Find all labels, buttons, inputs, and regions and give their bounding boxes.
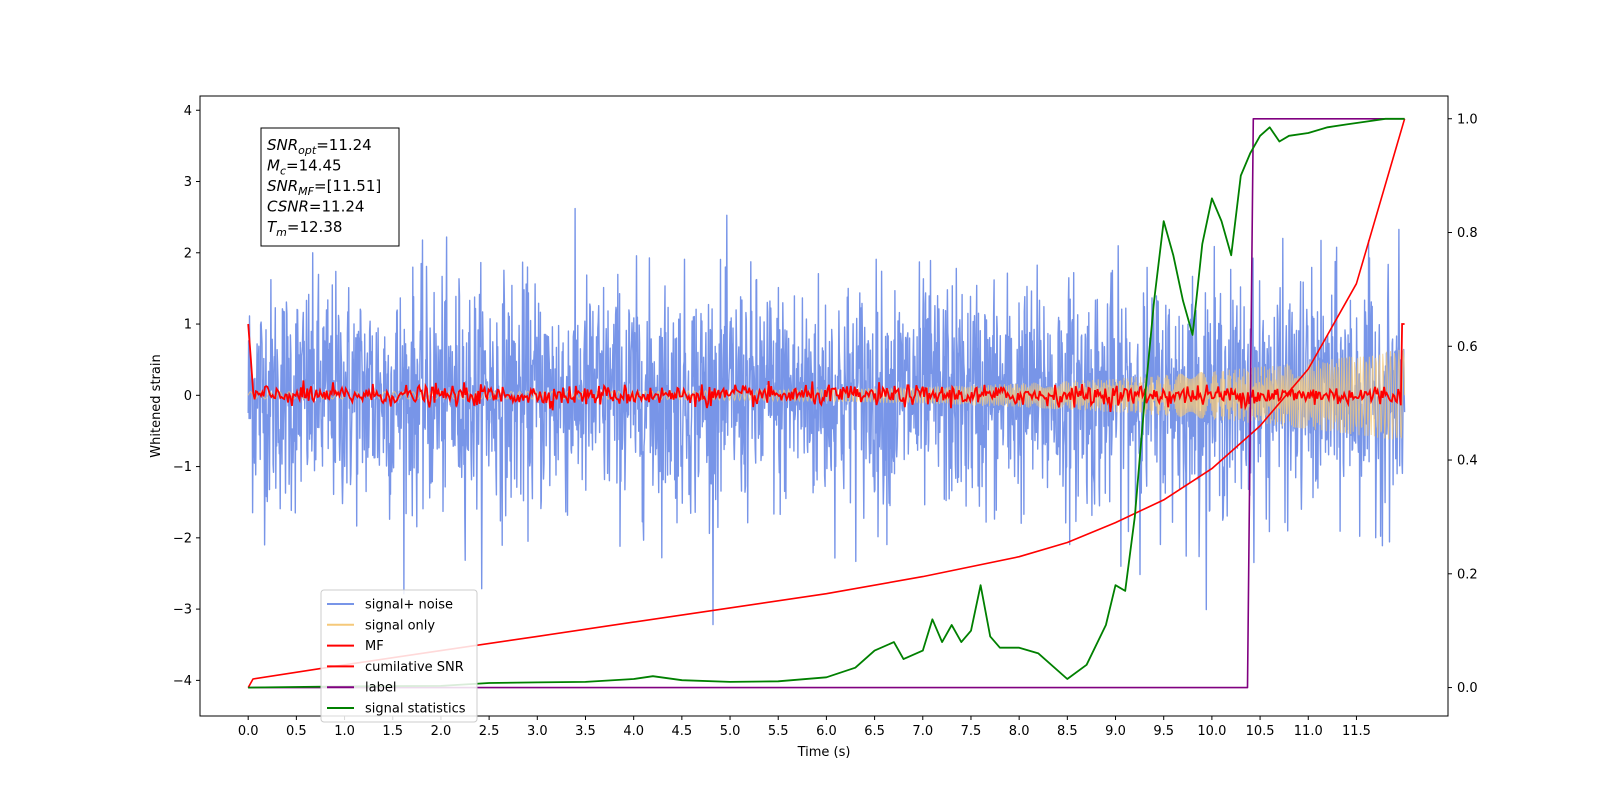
info-line-1-value: =14.45	[286, 157, 342, 175]
series-signal-statistics	[248, 117, 1405, 689]
x-tick-label-17: 8.5	[1057, 724, 1078, 739]
y-right-tick-label-0: 1.0	[1457, 112, 1478, 127]
x-tick-label-7: 3.5	[575, 724, 596, 739]
x-tick-label-22: 11.0	[1294, 724, 1323, 739]
x-tick-label-8: 4.0	[623, 724, 644, 739]
y-tick-label-7: −3	[173, 603, 192, 618]
legend-label-0: signal+ noise	[365, 598, 453, 613]
info-line-4-symbol: T	[267, 218, 278, 236]
info-line-2-subscript: MF	[298, 185, 314, 198]
info-line-1-subscript: c	[280, 165, 286, 178]
info-line-4-value: =12.38	[287, 218, 343, 236]
series-mf	[247, 323, 1405, 413]
y-tick-label-2: 2	[184, 246, 192, 261]
y-tick-label-1: 3	[184, 175, 192, 190]
legend-label-1: signal only	[365, 618, 435, 633]
legend-label-3: cumilative SNR	[365, 660, 464, 675]
x-tick-label-16: 8.0	[1009, 724, 1030, 739]
info-box: SNRopt=11.24Mc=14.45SNRMF=[11.51]CSNR=11…	[260, 127, 400, 247]
x-tick-label-18: 9.0	[1105, 724, 1126, 739]
x-tick-label-19: 9.5	[1153, 724, 1174, 739]
info-line-1: Mc=14.45	[267, 157, 342, 178]
info-box-frame	[260, 127, 400, 247]
y-tick-label-3: 1	[184, 318, 192, 333]
x-tick-label-10: 5.0	[720, 724, 741, 739]
info-line-0-value: =11.24	[316, 136, 372, 154]
x-tick-label-4: 2.0	[431, 724, 452, 739]
info-line-1-symbol: M	[267, 157, 280, 175]
x-tick-label-3: 1.5	[382, 724, 403, 739]
x-tick-label-12: 6.0	[816, 724, 837, 739]
legend-label-2: MF	[365, 639, 384, 654]
y-tick-label-0: 4	[184, 104, 192, 119]
plot-frame	[199, 95, 1449, 717]
series-signal-noise	[247, 207, 1406, 626]
legend-label-5: signal statistics	[365, 702, 466, 717]
info-line-0-subscript: opt	[298, 144, 317, 157]
x-tick-label-9: 4.5	[672, 724, 693, 739]
y-right-tick-label-5: 0.0	[1457, 681, 1478, 696]
x-axis-label: Time (s)	[797, 745, 851, 760]
axes-layer: 0.0 0.5 1.0 1.5 2.0 2.5 3.0 3.5 4.0 4.5 5.0 5.5 6.0 6…	[173, 104, 1478, 739]
y-axis-label: Whitened strain	[149, 354, 164, 457]
info-line-3-value: =11.24	[309, 198, 365, 216]
y-right-tick-label-2: 0.6	[1457, 340, 1478, 355]
info-line-0-symbol: SNR	[267, 136, 298, 154]
x-tick-label-23: 11.5	[1342, 724, 1371, 739]
legend-label-4: label	[365, 681, 396, 696]
series-label	[248, 118, 1405, 689]
info-line-0: SNRopt=11.24	[267, 136, 372, 157]
legend-frame	[320, 589, 478, 723]
info-line-2: SNRMF=[11.51]	[267, 177, 381, 198]
x-tick-label-11: 5.5	[768, 724, 789, 739]
x-tick-label-21: 10.5	[1246, 724, 1275, 739]
y-tick-label-6: −2	[173, 531, 192, 546]
x-tick-label-5: 2.5	[479, 724, 500, 739]
x-tick-label-6: 3.0	[527, 724, 548, 739]
legend: signal+ noise signal only MF cumilative SNR…	[320, 589, 478, 723]
info-line-2-symbol: SNR	[267, 177, 298, 195]
y-tick-label-4: 0	[184, 389, 192, 404]
info-line-4: Tm=12.38	[267, 218, 342, 239]
info-line-3: CSNR=11.24	[267, 198, 364, 216]
x-tick-label-0: 0.0	[238, 724, 259, 739]
y-tick-label-8: −4	[173, 674, 192, 689]
x-tick-label-1: 0.5	[286, 724, 307, 739]
x-tick-label-13: 6.5	[864, 724, 885, 739]
y-right-tick-label-3: 0.4	[1457, 454, 1478, 469]
y-tick-label-5: −1	[173, 460, 192, 475]
y-right-tick-label-4: 0.2	[1457, 567, 1478, 582]
x-tick-label-2: 1.0	[334, 724, 355, 739]
x-tick-label-15: 7.5	[961, 724, 982, 739]
info-line-4-subscript: m	[276, 226, 287, 239]
x-tick-label-20: 10.0	[1197, 724, 1226, 739]
x-tick-label-14: 7.0	[912, 724, 933, 739]
info-line-3-symbol: CSNR	[267, 198, 309, 216]
info-line-2-value: =[11.51]	[314, 177, 381, 195]
y-right-tick-label-1: 0.8	[1457, 226, 1478, 241]
